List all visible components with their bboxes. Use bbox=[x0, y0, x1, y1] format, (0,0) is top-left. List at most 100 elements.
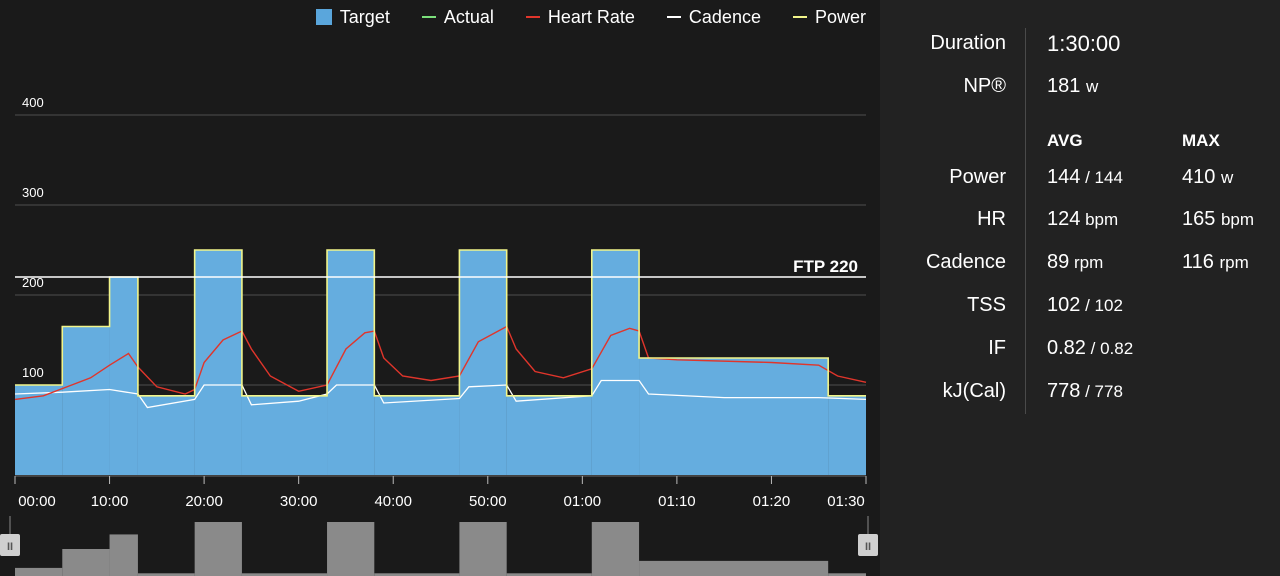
power-max-value: 410 bbox=[1182, 166, 1216, 188]
kj-avg-value: 778 bbox=[1047, 380, 1081, 402]
cadence-max-group: 116 rpm bbox=[1182, 251, 1249, 274]
np-value-group: 181 w bbox=[1047, 75, 1098, 98]
legend-item-heart-rate[interactable]: Heart Rate bbox=[525, 6, 635, 28]
legend-label-cadence: Cadence bbox=[688, 6, 761, 27]
np-label: NP® bbox=[963, 75, 1006, 97]
np-value: 181 bbox=[1047, 75, 1081, 97]
chart-legend: Target Actual Heart Rate Cadence Power bbox=[315, 6, 866, 28]
tss-label: TSS bbox=[967, 294, 1006, 316]
minimap-block-4 bbox=[194, 522, 242, 576]
x-tick-label-4: 40:00 bbox=[374, 493, 412, 510]
hr-label: HR bbox=[977, 208, 1006, 230]
cadence-avg-group: 89 rpm bbox=[1047, 251, 1103, 274]
minimap-block-12 bbox=[828, 573, 866, 576]
target-block-2 bbox=[109, 277, 138, 475]
target-block-12 bbox=[828, 395, 866, 475]
hr-max-unit: bpm bbox=[1220, 210, 1255, 229]
stats-divider bbox=[1025, 28, 1026, 414]
avg-column-header: AVG bbox=[1047, 131, 1083, 150]
legend-label-target: Target bbox=[339, 6, 390, 27]
kj-avg-group: 778 / 778 bbox=[1047, 380, 1123, 403]
kj-row: kJ(Cal) 778 / 778 bbox=[880, 380, 1280, 410]
stats-header-row: AVG MAX bbox=[880, 131, 1280, 161]
actual-swatch-icon bbox=[421, 16, 436, 18]
target-swatch-icon bbox=[315, 9, 332, 25]
workout-chart-panel: 100 200 300 400 FTP 220 00:00 10:00 20:00 30:00 4… bbox=[0, 6, 880, 576]
duration-value: 1:30:00 bbox=[1047, 31, 1121, 56]
duration-row: Duration 1:30:00 bbox=[880, 31, 1280, 62]
power-label: Power bbox=[949, 166, 1006, 188]
minimap-handle-left bbox=[0, 534, 20, 556]
power-avg-suffix: / 144 bbox=[1080, 168, 1123, 187]
ftp-label: FTP 220 bbox=[793, 257, 858, 276]
target-block-11 bbox=[639, 358, 829, 475]
workout-chart: 100 200 300 400 FTP 220 00:00 10:00 20:00 30:00 4… bbox=[0, 95, 880, 576]
stats-panel: Duration 1:30:00 NP® 181 w AVG MAX Power… bbox=[880, 0, 1280, 576]
x-tick-label-1: 10:00 bbox=[91, 493, 129, 510]
if-row: IF 0.82 / 0.82 bbox=[880, 337, 1280, 367]
target-block-1 bbox=[62, 326, 110, 475]
minimap-handle-left-grip-icon: II bbox=[7, 541, 13, 553]
legend-item-power[interactable]: Power bbox=[792, 7, 866, 28]
minimap-block-3 bbox=[137, 573, 195, 576]
target-block-0 bbox=[15, 385, 63, 475]
minimap-block-1 bbox=[62, 549, 110, 576]
x-tick-label-2: 20:00 bbox=[185, 493, 223, 510]
legend-label-heart-rate: Heart Rate bbox=[547, 6, 635, 27]
target-block-9 bbox=[506, 395, 592, 475]
cadence-label: Cadence bbox=[925, 251, 1006, 273]
minimap-block-5 bbox=[241, 573, 328, 576]
legend-item-target[interactable]: Target bbox=[315, 6, 390, 28]
power-max-unit: w bbox=[1220, 168, 1234, 187]
hr-max-value: 165 bbox=[1182, 208, 1216, 230]
target-block-7 bbox=[374, 395, 460, 475]
minimap-block-6 bbox=[327, 522, 375, 576]
minimap-block-2 bbox=[109, 534, 138, 576]
np-row: NP® 181 w bbox=[880, 75, 1280, 105]
minimap-block-10 bbox=[591, 522, 640, 576]
target-block-10 bbox=[591, 250, 640, 475]
if-label: IF bbox=[988, 337, 1006, 359]
legend-item-actual[interactable]: Actual bbox=[421, 7, 494, 28]
cadence-max-unit: rpm bbox=[1219, 253, 1249, 272]
minimap-block-8 bbox=[459, 522, 507, 576]
legend-item-cadence[interactable]: Cadence bbox=[666, 6, 761, 28]
target-block-6 bbox=[327, 250, 375, 475]
x-tick-label-3: 30:00 bbox=[280, 493, 318, 510]
cadence-row: Cadence 89 rpm 116 rpm bbox=[880, 251, 1280, 281]
power-swatch-icon bbox=[792, 16, 807, 18]
tss-row: TSS 102 / 102 bbox=[880, 294, 1280, 324]
np-unit: w bbox=[1085, 77, 1099, 96]
y-tick-label-100: 100 bbox=[22, 365, 44, 380]
target-block-5 bbox=[241, 395, 328, 475]
x-tick-label-0: 00:00 bbox=[18, 493, 56, 510]
tss-avg-value: 102 bbox=[1047, 294, 1081, 316]
target-block-3 bbox=[137, 395, 195, 475]
tss-avg-suffix: / 102 bbox=[1080, 296, 1123, 315]
x-tick-label-7: 01:10 bbox=[658, 493, 696, 510]
x-tick-label-5: 50:00 bbox=[469, 493, 507, 510]
minimap-block-9 bbox=[506, 573, 592, 576]
x-tick-label-6: 01:00 bbox=[564, 493, 602, 510]
minimap-block-7 bbox=[374, 573, 460, 576]
target-block-4 bbox=[194, 250, 242, 475]
heart-rate-swatch-icon bbox=[525, 16, 540, 18]
power-avg-value: 144 bbox=[1047, 166, 1081, 188]
if-avg-group: 0.82 / 0.82 bbox=[1047, 337, 1133, 360]
actual-power-area bbox=[15, 250, 866, 475]
x-tick-label-9: 01:30 bbox=[827, 493, 865, 510]
hr-row: HR 124 bpm 165 bpm bbox=[880, 208, 1280, 238]
x-tick-label-8: 01:20 bbox=[753, 493, 791, 510]
duration-label: Duration bbox=[930, 32, 1006, 54]
kj-label: kJ(Cal) bbox=[942, 380, 1006, 402]
tss-avg-group: 102 / 102 bbox=[1047, 294, 1123, 317]
max-column-header: MAX bbox=[1182, 131, 1220, 150]
kj-avg-suffix: / 778 bbox=[1080, 382, 1123, 401]
y-tick-label-300: 300 bbox=[22, 185, 44, 200]
cadence-avg-value: 89 bbox=[1047, 251, 1070, 273]
y-tick-label-200: 200 bbox=[22, 275, 44, 290]
hr-avg-suffix: bpm bbox=[1080, 210, 1119, 229]
minimap-handle-right bbox=[858, 534, 878, 556]
hr-avg-group: 124 bpm bbox=[1047, 208, 1118, 231]
minimap-block-0 bbox=[15, 567, 63, 576]
